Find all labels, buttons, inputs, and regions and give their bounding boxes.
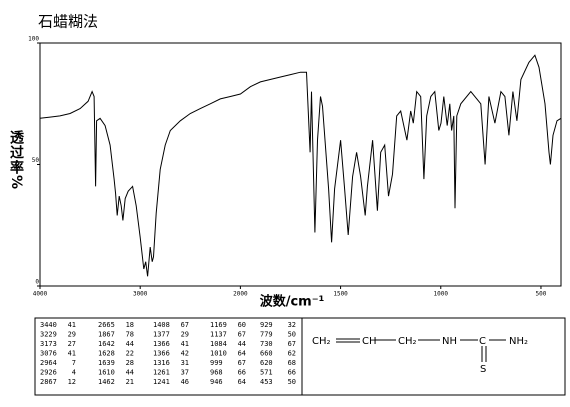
peak-wavenumber: 1010 [210, 350, 227, 358]
peak-transmittance: 64 [238, 378, 246, 386]
atom: S [480, 364, 486, 375]
peak-wavenumber: 1084 [210, 340, 227, 348]
atom: C [479, 336, 486, 347]
peak-transmittance: 42 [181, 350, 189, 358]
peak-transmittance: 62 [288, 350, 296, 358]
y-tick-label: 100 [28, 36, 39, 43]
peak-wavenumber: 3173 [40, 340, 57, 348]
atom: CH [362, 336, 377, 347]
peak-wavenumber: 730 [260, 340, 273, 348]
peak-transmittance: 44 [238, 340, 246, 348]
peak-wavenumber: 620 [260, 359, 273, 367]
peak-wavenumber: 1241 [153, 378, 170, 386]
atom: NH₂ [509, 336, 528, 347]
chart-title: 石蜡糊法 [38, 13, 98, 31]
peak-wavenumber: 3229 [40, 331, 57, 339]
peak-transmittance: 28 [126, 359, 134, 367]
peak-wavenumber: 929 [260, 321, 273, 329]
peak-transmittance: 4 [72, 369, 76, 377]
peak-transmittance: 50 [288, 331, 296, 339]
x-tick-label: 1000 [434, 291, 449, 298]
spectrum-line [39, 54, 562, 277]
x-tick-label: 1500 [333, 291, 348, 298]
x-tick-label: 500 [536, 291, 547, 298]
peak-wavenumber: 2964 [40, 359, 57, 367]
peak-wavenumber: 1169 [210, 321, 227, 329]
x-tick-label: 4000 [33, 291, 48, 298]
x-tick-label: 2000 [233, 291, 248, 298]
peak-wavenumber: 968 [210, 369, 223, 377]
peak-transmittance: 29 [68, 331, 76, 339]
x-axis-label: 波数/cm⁻¹ [260, 294, 325, 310]
x-tick-label: 3000 [133, 291, 148, 298]
peak-wavenumber: 1462 [98, 378, 115, 386]
peak-wavenumber: 453 [260, 378, 273, 386]
peak-wavenumber: 2926 [40, 369, 57, 377]
peak-transmittance: 50 [288, 378, 296, 386]
peak-wavenumber: 999 [210, 359, 223, 367]
atom: CH₂ [312, 336, 331, 347]
peak-wavenumber: 3440 [40, 321, 57, 329]
peak-transmittance: 12 [68, 378, 76, 386]
peak-transmittance: 68 [288, 359, 296, 367]
peak-transmittance: 21 [126, 378, 134, 386]
y-tick-label: 50 [32, 157, 40, 164]
bonds [336, 338, 506, 362]
peak-transmittance: 67 [181, 321, 189, 329]
peak-wavenumber: 946 [210, 378, 223, 386]
peak-transmittance: 27 [68, 340, 76, 348]
peak-wavenumber: 1642 [98, 340, 115, 348]
peak-wavenumber: 1408 [153, 321, 170, 329]
atom: NH [442, 336, 457, 347]
peak-wavenumber: 1366 [153, 350, 170, 358]
peak-transmittance: 7 [72, 359, 76, 367]
peak-transmittance: 44 [126, 340, 134, 348]
peak-wavenumber: 1261 [153, 369, 170, 377]
plot-frame [39, 42, 562, 287]
peak-transmittance: 64 [238, 350, 246, 358]
peak-wavenumber: 1610 [98, 369, 115, 377]
peak-wavenumber: 1316 [153, 359, 170, 367]
peak-transmittance: 44 [126, 369, 134, 377]
peak-transmittance: 67 [288, 340, 296, 348]
peak-wavenumber: 571 [260, 369, 273, 377]
peak-wavenumber: 779 [260, 331, 273, 339]
atom: CH₂ [398, 336, 417, 347]
peak-transmittance: 29 [181, 331, 189, 339]
peak-wavenumber: 1628 [98, 350, 115, 358]
peak-transmittance: 18 [126, 321, 134, 329]
peak-transmittance: 78 [126, 331, 134, 339]
peak-transmittance: 66 [238, 369, 246, 377]
peak-transmittance: 60 [238, 321, 246, 329]
peak-transmittance: 41 [68, 321, 76, 329]
peak-transmittance: 46 [181, 378, 189, 386]
peak-wavenumber: 1639 [98, 359, 115, 367]
peak-transmittance: 41 [68, 350, 76, 358]
peak-wavenumber: 3076 [40, 350, 57, 358]
peak-wavenumber: 2867 [40, 378, 57, 386]
peak-transmittance: 41 [181, 340, 189, 348]
table-frame [34, 317, 566, 396]
peak-transmittance: 67 [238, 359, 246, 367]
peak-transmittance: 37 [181, 369, 189, 377]
peak-transmittance: 66 [288, 369, 296, 377]
peak-transmittance: 32 [288, 321, 296, 329]
peak-wavenumber: 1867 [98, 331, 115, 339]
peak-wavenumber: 2665 [98, 321, 115, 329]
peak-transmittance: 22 [126, 350, 134, 358]
peak-wavenumber: 1137 [210, 331, 227, 339]
peak-wavenumber: 660 [260, 350, 273, 358]
peak-transmittance: 31 [181, 359, 189, 367]
y-tick-label: 0 [35, 279, 39, 286]
peak-wavenumber: 1366 [153, 340, 170, 348]
peak-wavenumber: 1377 [153, 331, 170, 339]
peak-transmittance: 67 [238, 331, 246, 339]
y-axis-label: 透过率% [8, 130, 24, 191]
